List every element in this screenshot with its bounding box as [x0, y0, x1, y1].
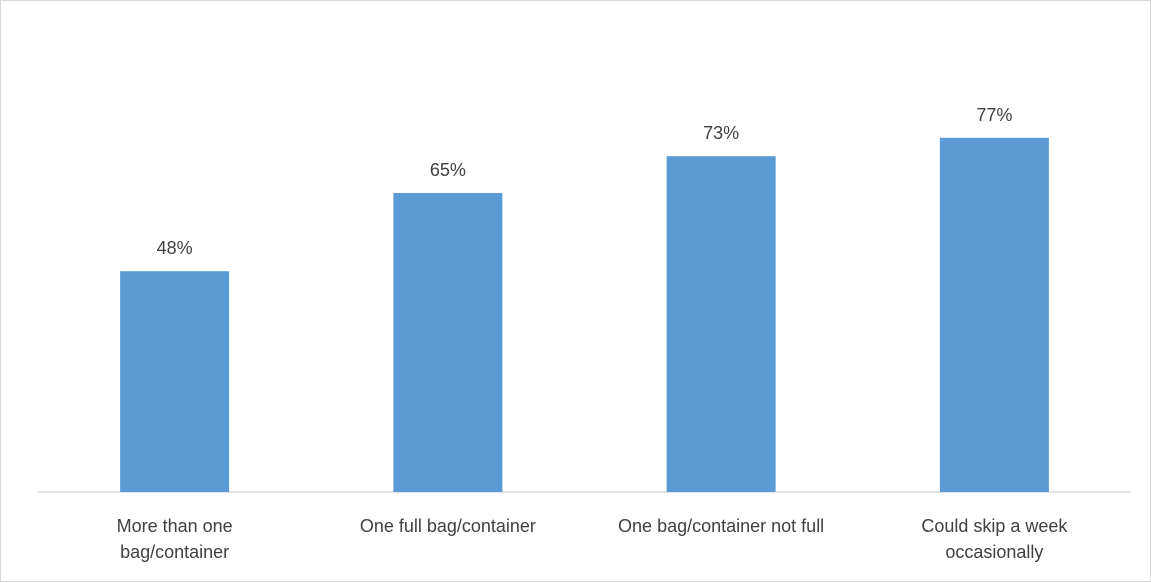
bar-value-label-4: 77%	[976, 105, 1012, 125]
category-label-3: One bag/container not full	[618, 516, 824, 536]
bar-4	[939, 137, 1049, 493]
category-label-line: bag/container	[120, 542, 229, 562]
bar-2	[393, 193, 503, 492]
category-label-line: occasionally	[945, 542, 1043, 562]
category-label-line: More than one	[117, 516, 233, 536]
bar-1	[120, 271, 230, 492]
category-label-4: Could skip a week occasionally	[921, 516, 1068, 562]
bar-value-label-3: 73%	[703, 123, 739, 143]
category-label-line: One full bag/container	[360, 516, 536, 536]
value-labels-group: 48% 65% 73% 77%	[157, 105, 1013, 258]
bar-value-label-1: 48%	[157, 238, 193, 258]
category-label-line: Could skip a week	[921, 516, 1068, 536]
category-label-line: One bag/container not full	[618, 516, 824, 536]
bar-3	[666, 156, 776, 492]
category-label-2: One full bag/container	[360, 516, 536, 536]
bar-value-label-2: 65%	[430, 160, 466, 180]
category-label-1: More than one bag/container	[117, 516, 233, 562]
bars-group	[120, 137, 1049, 493]
category-labels-group: More than one bag/container One full bag/c…	[117, 516, 1069, 562]
